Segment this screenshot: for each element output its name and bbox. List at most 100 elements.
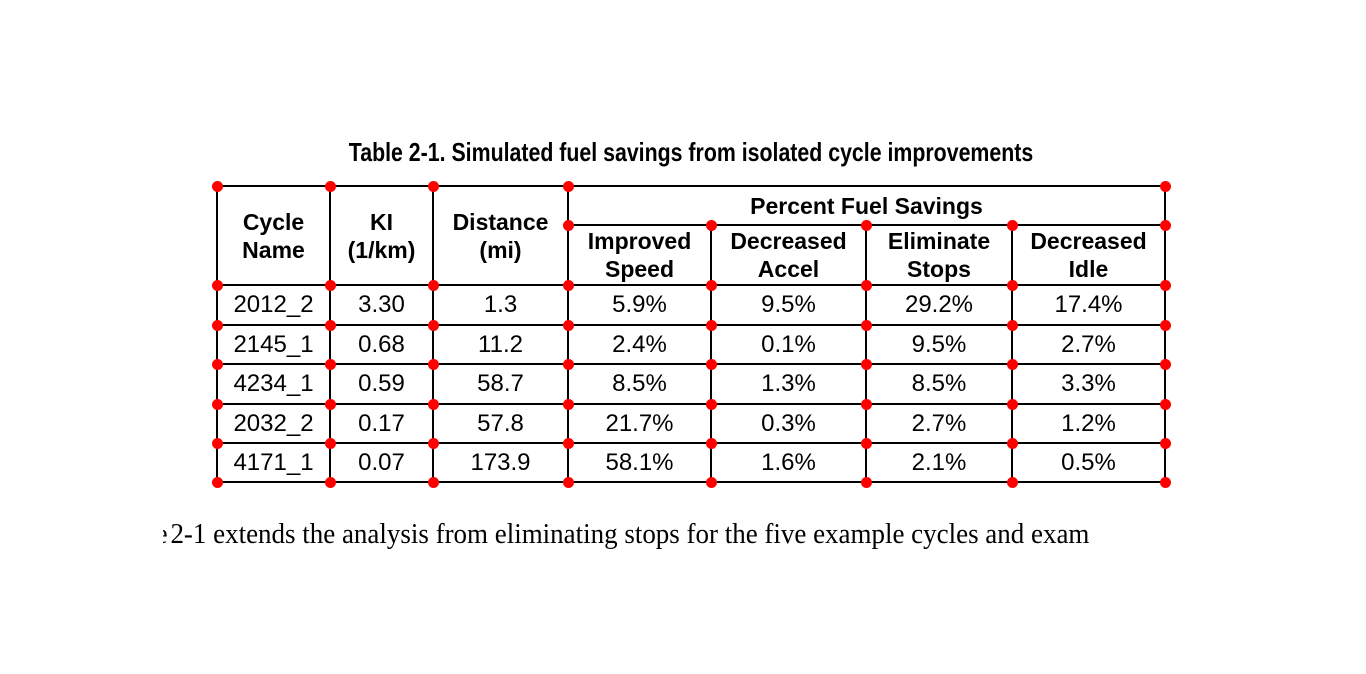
marker-dot xyxy=(211,180,223,192)
data-cell: 5.9% xyxy=(612,291,667,318)
marker-dot xyxy=(562,219,574,231)
marker-dot xyxy=(211,476,223,488)
marker-dot xyxy=(562,398,574,410)
marker-dot xyxy=(211,437,223,449)
marker-dot xyxy=(1159,279,1171,291)
marker-dot xyxy=(211,279,223,291)
marker-dot xyxy=(1159,180,1171,192)
data-cell: 0.1% xyxy=(761,330,816,358)
marker-dot xyxy=(705,476,717,488)
data-cell: 0.3% xyxy=(761,409,816,437)
header-cell: Cycle Name xyxy=(242,208,305,263)
data-cell: 0.5% xyxy=(1061,448,1116,476)
data-cell: 0.17 xyxy=(358,409,405,437)
marker-dot xyxy=(427,180,439,192)
grid-line xyxy=(216,403,1166,405)
marker-dot xyxy=(1006,476,1018,488)
marker-dot xyxy=(705,319,717,331)
grid-line xyxy=(432,185,434,483)
data-cell: 1.2% xyxy=(1061,409,1116,437)
subheader-cell: Eliminate Stops xyxy=(887,228,991,282)
grid-line xyxy=(329,185,331,483)
marker-dot xyxy=(324,437,336,449)
marker-dot xyxy=(427,358,439,370)
marker-dot xyxy=(705,219,717,231)
marker-dot xyxy=(562,358,574,370)
data-cell: 2.7% xyxy=(1061,330,1116,358)
data-cell: 9.5% xyxy=(761,291,816,318)
grid-line xyxy=(216,363,1166,365)
marker-dot xyxy=(427,319,439,331)
data-cell: 2.1% xyxy=(911,448,967,476)
marker-dot xyxy=(1159,437,1171,449)
marker-dot xyxy=(427,476,439,488)
body-sentence: 2-1 extends the analysis from eliminatin… xyxy=(170,518,1090,550)
data-cell: 3.30 xyxy=(358,291,405,318)
marker-dot xyxy=(562,279,574,291)
marker-dot xyxy=(324,358,336,370)
marker-dot xyxy=(1006,319,1018,331)
marker-dot xyxy=(562,319,574,331)
marker-dot xyxy=(860,437,872,449)
marker-dot xyxy=(562,437,574,449)
grid-line xyxy=(1011,224,1013,483)
marker-dot xyxy=(562,476,574,488)
data-cell: 11.2 xyxy=(478,330,523,358)
data-cell: 2032_2 xyxy=(233,409,314,437)
marker-dot xyxy=(860,358,872,370)
subheader-cell: Improved Speed xyxy=(587,228,692,282)
data-cell: 1.6% xyxy=(761,448,816,476)
data-cell: 1.3% xyxy=(761,370,816,397)
marker-dot xyxy=(705,398,717,410)
data-cell: 57.8 xyxy=(477,409,524,437)
data-cell: 0.68 xyxy=(358,330,405,358)
header-cell: Distance (mi) xyxy=(452,208,549,263)
data-cell: 173.9 xyxy=(470,448,531,476)
marker-dot xyxy=(705,358,717,370)
data-cell: 58.7 xyxy=(477,370,524,397)
marker-dot xyxy=(211,319,223,331)
marker-dot xyxy=(324,476,336,488)
marker-dot xyxy=(1159,398,1171,410)
header-cell: KI (1/km) xyxy=(347,208,416,263)
data-cell: 9.5% xyxy=(911,330,967,358)
data-cell: 0.59 xyxy=(358,370,405,397)
marker-dot xyxy=(1006,279,1018,291)
data-cell: 29.2% xyxy=(904,291,974,318)
marker-dot xyxy=(324,319,336,331)
grid-line xyxy=(216,442,1166,444)
data-cell: 2145_1 xyxy=(233,330,314,358)
marker-dot xyxy=(427,279,439,291)
marker-dot xyxy=(1006,219,1018,231)
data-cell: 8.5% xyxy=(612,370,667,397)
data-cell: 21.7% xyxy=(605,409,674,437)
marker-dot xyxy=(427,398,439,410)
subheader-cell: Decreased Idle xyxy=(1030,228,1147,282)
marker-dot xyxy=(860,476,872,488)
marker-dot xyxy=(860,279,872,291)
clipped-char: e xyxy=(163,517,168,551)
grid-line xyxy=(216,324,1166,326)
marker-dot xyxy=(705,279,717,291)
marker-dot xyxy=(562,180,574,192)
marker-dot xyxy=(1159,319,1171,331)
data-cell: 2012_2 xyxy=(233,291,314,318)
grid-line xyxy=(865,224,867,483)
marker-dot xyxy=(211,398,223,410)
marker-dot xyxy=(860,219,872,231)
data-cell: 0.07 xyxy=(358,448,405,476)
marker-dot xyxy=(1159,219,1171,231)
data-cell: 2.7% xyxy=(911,409,967,437)
grid-line xyxy=(567,185,569,483)
marker-dot xyxy=(1006,398,1018,410)
marker-dot xyxy=(427,437,439,449)
marker-dot xyxy=(324,180,336,192)
marker-dot xyxy=(211,358,223,370)
marker-dot xyxy=(324,398,336,410)
marker-dot xyxy=(1159,358,1171,370)
marker-dot xyxy=(860,398,872,410)
data-cell: 17.4% xyxy=(1054,291,1123,318)
table-caption: Table 2-1. Simulated fuel savings from i… xyxy=(348,137,1034,167)
grid-line xyxy=(216,185,218,483)
